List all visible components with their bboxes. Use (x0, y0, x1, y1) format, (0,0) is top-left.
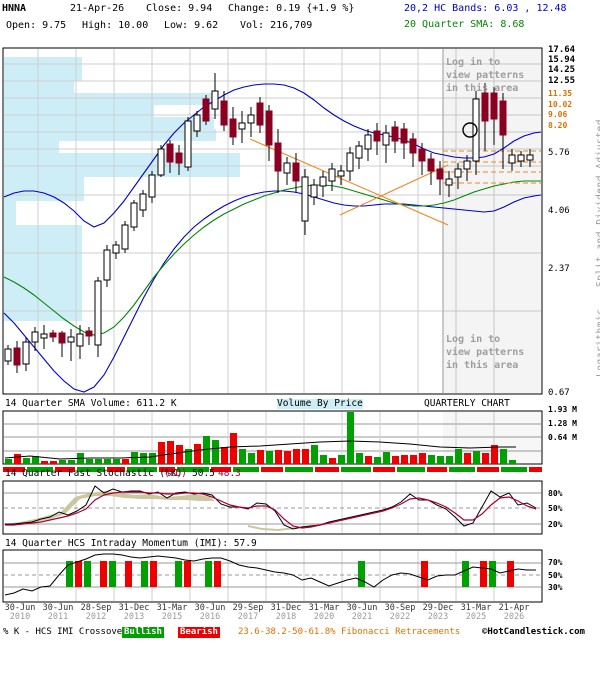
volume-by-price-label: Volume By Price (277, 398, 363, 409)
imi-crossover-bars (66, 561, 514, 587)
high-value: High: 10.00 (82, 20, 149, 31)
volume-panel[interactable]: 14 Quarter SMA Volume: 611.2 K Volume By… (0, 397, 600, 467)
watermark-bottom: Log in to view patterns in this area (446, 334, 525, 371)
volume-tick-1: 1.28 M (548, 419, 577, 428)
bullish-badge: Bullish (122, 627, 164, 638)
stochastic-d-value: 48.3 (218, 468, 241, 479)
close-value: Close: 9.94 (146, 3, 213, 14)
imi-crossover-legend-label: % K - HCS IMI Crossover, (3, 627, 134, 637)
volume-tick-2: 0.64 M (548, 433, 577, 442)
fib-tick-3: 8.20 (548, 121, 568, 130)
imi-tick-1: 50% (548, 571, 563, 580)
x-tick-12: 31-Mar 2025 (460, 603, 492, 622)
stochastic-tick-1: 50% (548, 504, 563, 513)
imi-chart-svg (2, 549, 543, 603)
fibonacci-legend: 23.6-38.2-50-61.8% Fibonacci Retracement… (238, 627, 461, 637)
fib-tick-2: 9.06 (548, 110, 568, 119)
x-tick-8: 31-Mar 2020 (308, 603, 340, 622)
sma-20-line (3, 180, 541, 336)
hc-band-upper (3, 83, 542, 228)
imi-tick-0: 70% (548, 558, 563, 567)
x-tick-11: 29-Dec 2023 (422, 603, 454, 622)
volume-tick-0: 1.93 M (548, 405, 577, 414)
stochastic-fill-area (5, 491, 215, 525)
stochastic-d-label: (%D) (164, 468, 187, 479)
price-tick-1: 15.94 (548, 55, 576, 65)
volume-value: Vol: 216,709 (240, 20, 313, 31)
stochastic-chart-svg (2, 480, 543, 535)
hc-bands-legend: 20,2 HC Bands: 6.03 , 12.48 (404, 3, 567, 14)
price-tick-0: 17.64 (548, 45, 576, 55)
x-tick-6: 29-Sep 2017 (232, 603, 264, 622)
stochastic-fill-area-2 (248, 524, 325, 531)
price-tick-4: 5.76 (548, 148, 570, 158)
pattern-marker-icon (462, 122, 478, 138)
brand-label: ©HotCandlestick.com (482, 627, 585, 637)
chart-screenshot: HNNA 21-Apr-26 Close: 9.94 Change: 0.19 … (0, 0, 600, 640)
price-gridlines (4, 49, 541, 393)
hc-band-lower (3, 190, 542, 393)
ticker-symbol: HNNA (2, 3, 27, 14)
price-tick-6: 2.37 (548, 264, 570, 274)
imi-tick-2: 30% (548, 583, 563, 592)
x-tick-1: 30-Jun 2011 (42, 603, 74, 622)
x-axis: 30-Jun 2010 30-Jun 2011 28-Sep 2012 31-Dec 2… (0, 604, 600, 626)
open-value: Open: 9.75 (6, 20, 67, 31)
x-tick-2: 28-Sep 2012 (80, 603, 112, 622)
stochastic-crossover-ribbon (3, 467, 542, 472)
price-panel[interactable]: Log in to view patterns in this area Log… (0, 45, 600, 398)
imi-title: 14 Quarter HCS Intraday Momentum (IMI): … (5, 538, 257, 549)
low-value: Low: 9.62 (164, 20, 219, 31)
footer-legend: % K - HCS IMI Crossover, Bullish Bearish… (0, 626, 600, 640)
stochastic-tick-2: 20% (548, 520, 563, 529)
trendline (249, 138, 449, 226)
x-tick-7: 31-Dec 2018 (270, 603, 302, 622)
price-tick-7: 0.67 (548, 388, 570, 398)
stochastic-title: 14 Quarter Fast Stochastic (%K) (5, 468, 183, 479)
imi-panel[interactable]: 14 Quarter HCS Intraday Momentum (IMI): … (0, 537, 600, 607)
watermark-top: Log in to view patterns in this area (446, 57, 525, 94)
axis-title-adjusted: Split and Dividend Adjusted (595, 119, 600, 287)
fib-tick-0: 11.35 (548, 89, 573, 98)
trendline-2 (339, 164, 449, 216)
bearish-badge: Bearish (178, 627, 220, 638)
volume-bars (5, 412, 516, 464)
price-tick-3: 12.55 (548, 76, 576, 86)
price-tick-5: 4.06 (548, 206, 570, 216)
x-tick-10: 30-Sep 2022 (384, 603, 416, 622)
candlesticks (4, 73, 534, 373)
axis-title-log: Logarithmic (595, 308, 600, 377)
quote-date: 21-Apr-26 (70, 3, 125, 14)
imi-line (4, 553, 536, 596)
stochastic-k-value: 50.5 (192, 468, 215, 479)
x-tick-4: 31-Mar 2015 (156, 603, 188, 622)
price-tick-2: 14.25 (548, 65, 576, 75)
price-chart-svg (2, 47, 543, 395)
quote-header: HNNA 21-Apr-26 Close: 9.94 Change: 0.19 … (0, 0, 600, 45)
stochastic-tick-0: 80% (548, 489, 563, 498)
volume-panel-title: 14 Quarter SMA Volume: 611.2 K (5, 398, 177, 409)
chart-type-label: QUARTERLY CHART (424, 398, 510, 409)
volume-sma-line (4, 440, 516, 460)
stochastic-panel[interactable]: 14 Quarter Fast Stochastic (%K) (%D) 50.… (0, 467, 600, 537)
change-value: Change: 0.19 {+1.9 %} (228, 3, 355, 14)
sma-legend: 20 Quarter SMA: 8.68 (404, 19, 525, 30)
volume-chart-svg (2, 410, 543, 465)
x-tick-0: 30-Jun 2010 (4, 603, 36, 622)
x-tick-13: 21-Apr 2026 (498, 603, 530, 622)
stochastic-d-line (5, 491, 537, 529)
x-tick-3: 31-Dec 2013 (118, 603, 150, 622)
x-tick-9: 30-Jun 2021 (346, 603, 378, 622)
fib-tick-1: 10.02 (548, 100, 573, 109)
x-tick-5: 30-Jun 2016 (194, 603, 226, 622)
